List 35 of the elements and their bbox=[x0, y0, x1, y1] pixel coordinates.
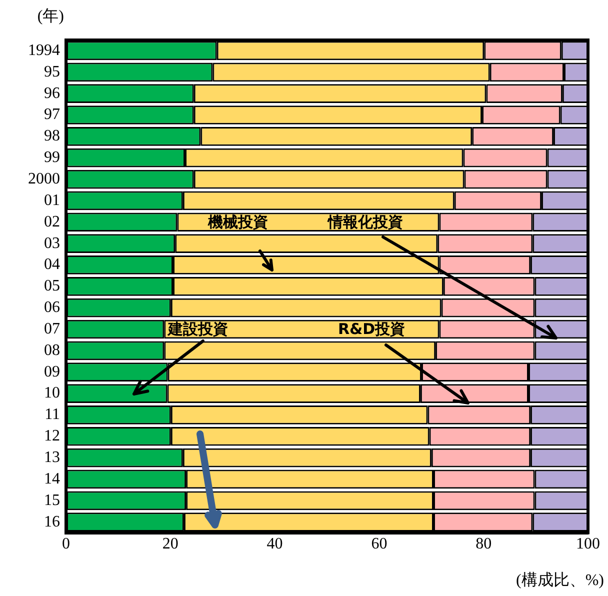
y-tick-label: 98 bbox=[44, 128, 60, 145]
text: R&D投資 bbox=[338, 320, 406, 339]
y-tick-label: 97 bbox=[44, 106, 60, 124]
x-tick-label: 100 bbox=[576, 536, 600, 553]
y-tick-label: 13 bbox=[44, 449, 60, 466]
x-tick-label: 80 bbox=[476, 536, 492, 553]
y-tick-label: 05 bbox=[44, 278, 60, 295]
y-tick-label: 09 bbox=[44, 363, 60, 380]
series-label: 機械投資 bbox=[208, 213, 268, 232]
y-tick-label: 04 bbox=[44, 256, 60, 274]
x-tick-label: 60 bbox=[371, 536, 388, 553]
y-tick-label: 11 bbox=[44, 406, 60, 424]
y-tick-label: 06 bbox=[44, 299, 60, 316]
y-tick-label: 07 bbox=[44, 320, 60, 338]
y-axis-title: (年) bbox=[37, 7, 64, 27]
y-tick-label: 02 bbox=[44, 213, 60, 230]
text: 情報化投資 bbox=[328, 213, 403, 232]
y-tick-label: 01 bbox=[44, 192, 60, 209]
x-tick-label: 0 bbox=[62, 536, 70, 553]
y-tick-label: 2000 bbox=[28, 170, 60, 188]
y-tick-label: 16 bbox=[44, 513, 60, 530]
y-tick-label: 14 bbox=[44, 470, 60, 488]
y-tick-label: 03 bbox=[44, 234, 60, 252]
y-tick-label: 99 bbox=[44, 149, 60, 166]
y-tick-label: 10 bbox=[44, 384, 60, 402]
y-tick-label: 96 bbox=[44, 84, 60, 102]
x-tick-label: 20 bbox=[162, 536, 178, 553]
y-tick-label: 1994 bbox=[28, 42, 60, 59]
series-label: 建設投資 bbox=[168, 320, 228, 339]
y-tick-label: 95 bbox=[44, 63, 60, 80]
y-tick-label: 08 bbox=[44, 342, 60, 359]
y-tick-label: 15 bbox=[44, 492, 60, 509]
y-tick-label: 12 bbox=[44, 428, 60, 445]
x-axis-title: (構成比、%) bbox=[516, 570, 604, 591]
x-tick-label: 40 bbox=[266, 536, 283, 553]
